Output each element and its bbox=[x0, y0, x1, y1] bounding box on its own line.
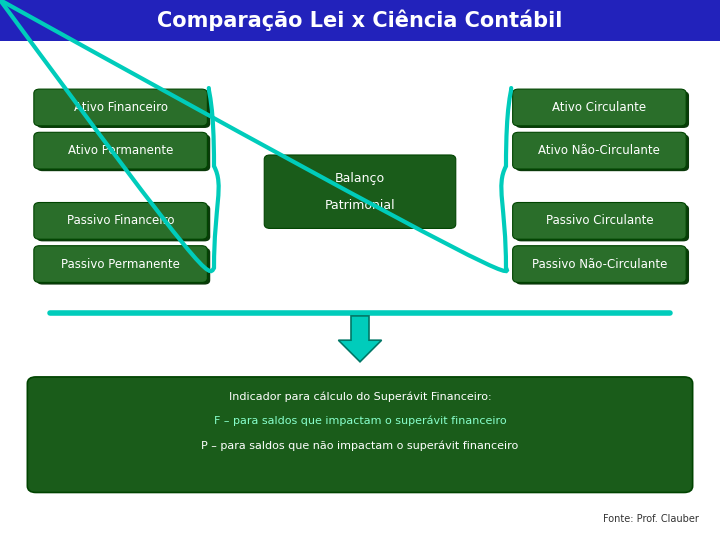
FancyBboxPatch shape bbox=[37, 134, 210, 171]
FancyBboxPatch shape bbox=[516, 248, 689, 285]
FancyBboxPatch shape bbox=[34, 132, 207, 169]
Text: Comparação Lei x Ciência Contábil: Comparação Lei x Ciência Contábil bbox=[157, 10, 563, 31]
Text: Passivo Circulante: Passivo Circulante bbox=[546, 214, 653, 227]
Text: P – para saldos que não impactam o superávit financeiro: P – para saldos que não impactam o super… bbox=[202, 440, 518, 451]
FancyBboxPatch shape bbox=[27, 377, 693, 492]
FancyArrow shape bbox=[338, 316, 382, 362]
Text: Indicador para cálculo do Superávit Financeiro:: Indicador para cálculo do Superávit Fina… bbox=[229, 392, 491, 402]
Text: Ativo Circulante: Ativo Circulante bbox=[552, 101, 647, 114]
Text: Passivo Não-Circulante: Passivo Não-Circulante bbox=[531, 258, 667, 271]
Text: Ativo Financeiro: Ativo Financeiro bbox=[73, 101, 168, 114]
Text: Ativo Permanente: Ativo Permanente bbox=[68, 144, 174, 157]
FancyBboxPatch shape bbox=[34, 246, 207, 282]
FancyBboxPatch shape bbox=[516, 205, 689, 241]
FancyBboxPatch shape bbox=[516, 91, 689, 128]
Text: Balanço: Balanço bbox=[335, 172, 385, 185]
FancyBboxPatch shape bbox=[513, 202, 686, 239]
FancyBboxPatch shape bbox=[34, 202, 207, 239]
FancyBboxPatch shape bbox=[37, 91, 210, 128]
Text: Passivo Financeiro: Passivo Financeiro bbox=[67, 214, 174, 227]
Text: Ativo Não-Circulante: Ativo Não-Circulante bbox=[539, 144, 660, 157]
Text: Passivo Permanente: Passivo Permanente bbox=[61, 258, 180, 271]
FancyBboxPatch shape bbox=[513, 89, 686, 126]
Text: Patrimonial: Patrimonial bbox=[325, 199, 395, 212]
FancyBboxPatch shape bbox=[0, 0, 720, 40]
FancyBboxPatch shape bbox=[37, 248, 210, 285]
Text: F – para saldos que impactam o superávit financeiro: F – para saldos que impactam o superávit… bbox=[214, 416, 506, 427]
FancyBboxPatch shape bbox=[516, 134, 689, 171]
FancyBboxPatch shape bbox=[264, 155, 456, 228]
FancyBboxPatch shape bbox=[34, 89, 207, 126]
FancyBboxPatch shape bbox=[37, 205, 210, 241]
FancyBboxPatch shape bbox=[513, 132, 686, 169]
Text: Fonte: Prof. Clauber: Fonte: Prof. Clauber bbox=[603, 514, 698, 524]
FancyBboxPatch shape bbox=[513, 246, 686, 282]
